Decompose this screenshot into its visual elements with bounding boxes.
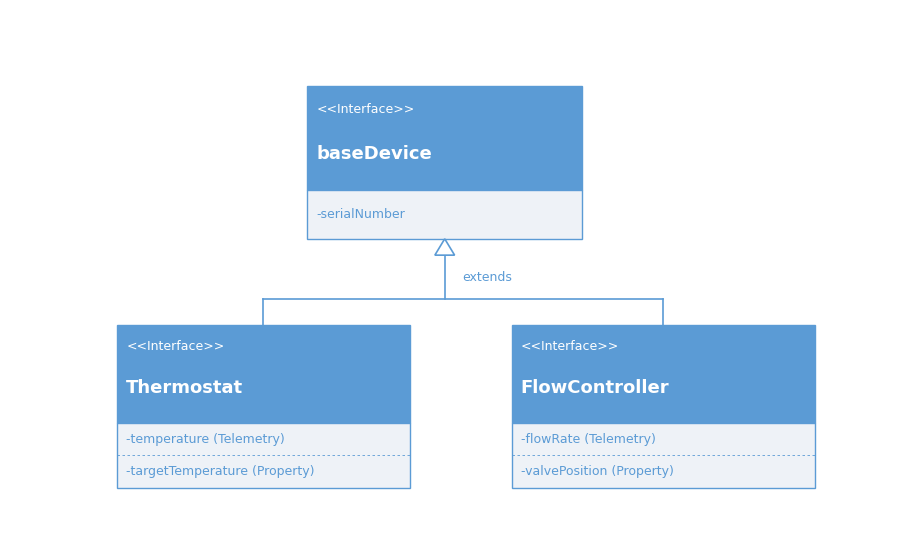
Text: extends: extends <box>463 271 512 283</box>
Text: <<Interface>>: <<Interface>> <box>521 340 619 353</box>
Text: <<Interface>>: <<Interface>> <box>316 103 415 116</box>
Text: Thermostat: Thermostat <box>126 379 244 397</box>
Bar <box>512 325 814 423</box>
Bar <box>307 190 582 239</box>
Text: FlowController: FlowController <box>521 379 669 397</box>
Polygon shape <box>435 239 454 255</box>
Text: <<Interface>>: <<Interface>> <box>126 340 225 353</box>
Bar <box>117 423 409 488</box>
Bar <box>117 325 409 423</box>
Text: -temperature (Telemetry): -temperature (Telemetry) <box>126 432 285 445</box>
Bar <box>512 423 814 488</box>
Text: -targetTemperature (Property): -targetTemperature (Property) <box>126 465 315 478</box>
Text: -flowRate (Telemetry): -flowRate (Telemetry) <box>521 432 655 445</box>
Text: baseDevice: baseDevice <box>316 145 433 163</box>
Bar <box>307 86 582 190</box>
Text: -serialNumber: -serialNumber <box>316 208 405 221</box>
Text: -valvePosition (Property): -valvePosition (Property) <box>521 465 674 478</box>
